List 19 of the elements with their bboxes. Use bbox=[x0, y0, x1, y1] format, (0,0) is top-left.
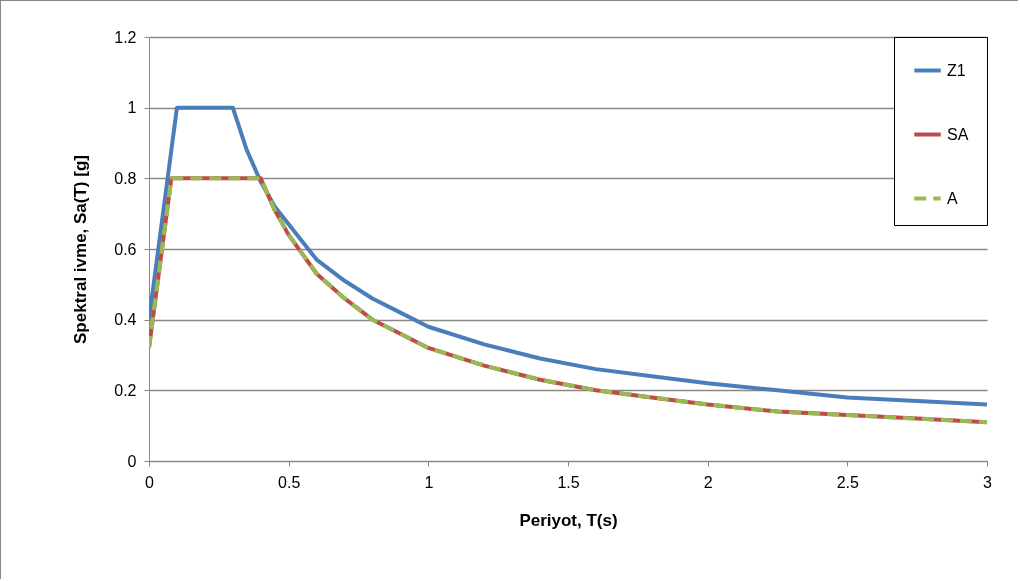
y-tick-label: 1.2 bbox=[114, 28, 137, 46]
y-tick-label: 0.8 bbox=[114, 169, 137, 187]
y-axis-title: Spektral ivme, Sa(T) [g] bbox=[71, 155, 91, 344]
y-tick-label: 0 bbox=[127, 452, 137, 470]
legend-label: Z1 bbox=[947, 61, 966, 79]
x-tick-label: 2.5 bbox=[836, 473, 860, 491]
x-axis-title: Periyot, T(s) bbox=[519, 510, 618, 530]
x-tick-label: 0.5 bbox=[278, 473, 301, 491]
legend-label: SA bbox=[947, 125, 969, 143]
x-tick-label: 1.5 bbox=[557, 473, 580, 491]
legend-label: A bbox=[947, 189, 958, 207]
x-tick-label: 1 bbox=[424, 473, 434, 491]
y-tick-label: 1 bbox=[127, 99, 137, 117]
x-tick-label: 3 bbox=[983, 473, 993, 491]
y-tick-label: 0.4 bbox=[114, 311, 137, 329]
x-tick-label: 2 bbox=[703, 473, 713, 491]
x-tick-label: 0 bbox=[145, 473, 155, 491]
y-tick-label: 0.2 bbox=[114, 381, 137, 399]
y-tick-label: 0.6 bbox=[114, 240, 137, 258]
